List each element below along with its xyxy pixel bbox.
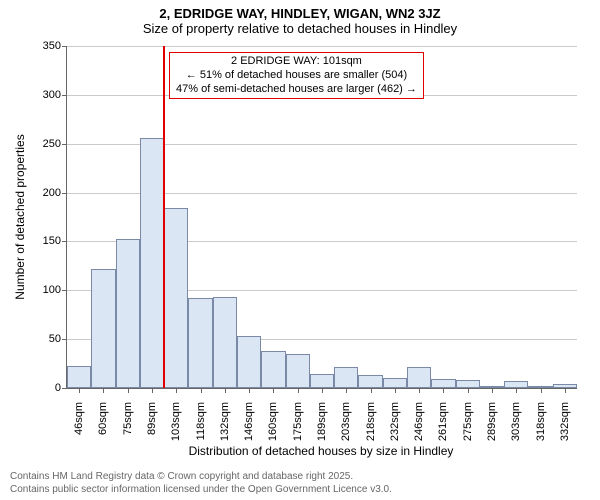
- x-tick-label: 160sqm: [267, 402, 279, 441]
- x-tick: [249, 388, 250, 393]
- x-tick-label: 60sqm: [97, 402, 109, 435]
- histogram-bar: [334, 367, 358, 388]
- histogram-bar: [140, 138, 164, 388]
- y-axis-title: Number of detached properties: [13, 134, 27, 299]
- x-tick-label: 232sqm: [389, 402, 401, 441]
- x-tick-label: 318sqm: [535, 402, 547, 441]
- y-tick-label: 150: [43, 235, 67, 247]
- x-tick: [298, 388, 299, 393]
- x-tick-label: 118sqm: [195, 402, 207, 440]
- annotation-line: 2 EDRIDGE WAY: 101sqm: [176, 55, 417, 69]
- histogram-bar: [188, 298, 212, 388]
- footer-attribution: Contains HM Land Registry data © Crown c…: [10, 471, 392, 496]
- x-tick-label: 332sqm: [559, 402, 571, 441]
- x-tick: [176, 388, 177, 393]
- x-tick: [371, 388, 372, 393]
- y-tick-label: 200: [43, 187, 67, 199]
- x-tick-label: 275sqm: [462, 402, 474, 441]
- x-tick-label: 189sqm: [316, 402, 328, 441]
- x-tick: [443, 388, 444, 393]
- histogram-bar: [67, 366, 91, 388]
- x-tick-label: 303sqm: [510, 402, 522, 441]
- histogram-bar: [164, 208, 188, 388]
- histogram-bar: [261, 351, 285, 388]
- annotation-line: ← 51% of detached houses are smaller (50…: [176, 69, 417, 83]
- y-tick-label: 250: [43, 138, 67, 150]
- x-tick-label: 261sqm: [437, 402, 449, 441]
- histogram-bar: [383, 378, 407, 388]
- x-tick: [152, 388, 153, 393]
- x-tick: [225, 388, 226, 393]
- x-tick: [346, 388, 347, 393]
- x-tick-label: 89sqm: [146, 402, 158, 435]
- histogram-bar: [237, 336, 261, 388]
- chart-subtitle: Size of property relative to detached ho…: [0, 21, 600, 36]
- histogram-bar: [286, 354, 310, 388]
- histogram-bar: [456, 380, 480, 388]
- x-tick: [201, 388, 202, 393]
- x-tick: [273, 388, 274, 393]
- chart-title-block: 2, EDRIDGE WAY, HINDLEY, WIGAN, WN2 3JZ …: [0, 6, 600, 36]
- histogram-bar: [504, 381, 528, 388]
- histogram-bar: [407, 367, 431, 388]
- x-tick-label: 46sqm: [73, 402, 85, 435]
- x-tick: [492, 388, 493, 393]
- x-tick: [468, 388, 469, 393]
- x-tick-label: 246sqm: [413, 402, 425, 441]
- histogram-bar: [91, 269, 115, 388]
- x-tick: [516, 388, 517, 393]
- histogram-bar: [431, 379, 455, 388]
- y-tick-label: 50: [49, 333, 67, 345]
- x-tick: [128, 388, 129, 393]
- footer-line-1: Contains HM Land Registry data © Crown c…: [10, 471, 392, 484]
- annotation-line: 47% of semi-detached houses are larger (…: [176, 83, 417, 97]
- y-tick-label: 350: [43, 40, 67, 52]
- y-tick-label: 300: [43, 89, 67, 101]
- x-axis-title: Distribution of detached houses by size …: [66, 444, 576, 458]
- x-tick: [103, 388, 104, 393]
- histogram-bar: [213, 297, 237, 388]
- x-tick: [79, 388, 80, 393]
- x-tick-label: 203sqm: [340, 402, 352, 441]
- x-tick: [541, 388, 542, 393]
- x-tick: [395, 388, 396, 393]
- histogram-bar: [116, 239, 140, 389]
- x-tick: [322, 388, 323, 393]
- x-tick: [565, 388, 566, 393]
- gridline: [67, 46, 577, 47]
- x-tick-label: 75sqm: [122, 402, 134, 435]
- y-tick-label: 0: [55, 382, 67, 394]
- reference-line: [163, 46, 165, 388]
- x-tick-label: 218sqm: [365, 402, 377, 441]
- histogram-bar: [358, 375, 382, 388]
- x-tick-label: 146sqm: [243, 402, 255, 441]
- y-tick-label: 100: [43, 284, 67, 296]
- plot-area: 05010015020025030035046sqm60sqm75sqm89sq…: [66, 46, 577, 389]
- x-tick-label: 175sqm: [292, 402, 304, 441]
- x-tick-label: 132sqm: [219, 402, 231, 441]
- x-tick-label: 103sqm: [170, 402, 182, 441]
- annotation-box: 2 EDRIDGE WAY: 101sqm← 51% of detached h…: [169, 52, 424, 99]
- x-tick-label: 289sqm: [486, 402, 498, 441]
- chart-title-address: 2, EDRIDGE WAY, HINDLEY, WIGAN, WN2 3JZ: [0, 6, 600, 21]
- x-tick: [419, 388, 420, 393]
- histogram-bar: [310, 374, 334, 388]
- footer-line-2: Contains public sector information licen…: [10, 484, 392, 497]
